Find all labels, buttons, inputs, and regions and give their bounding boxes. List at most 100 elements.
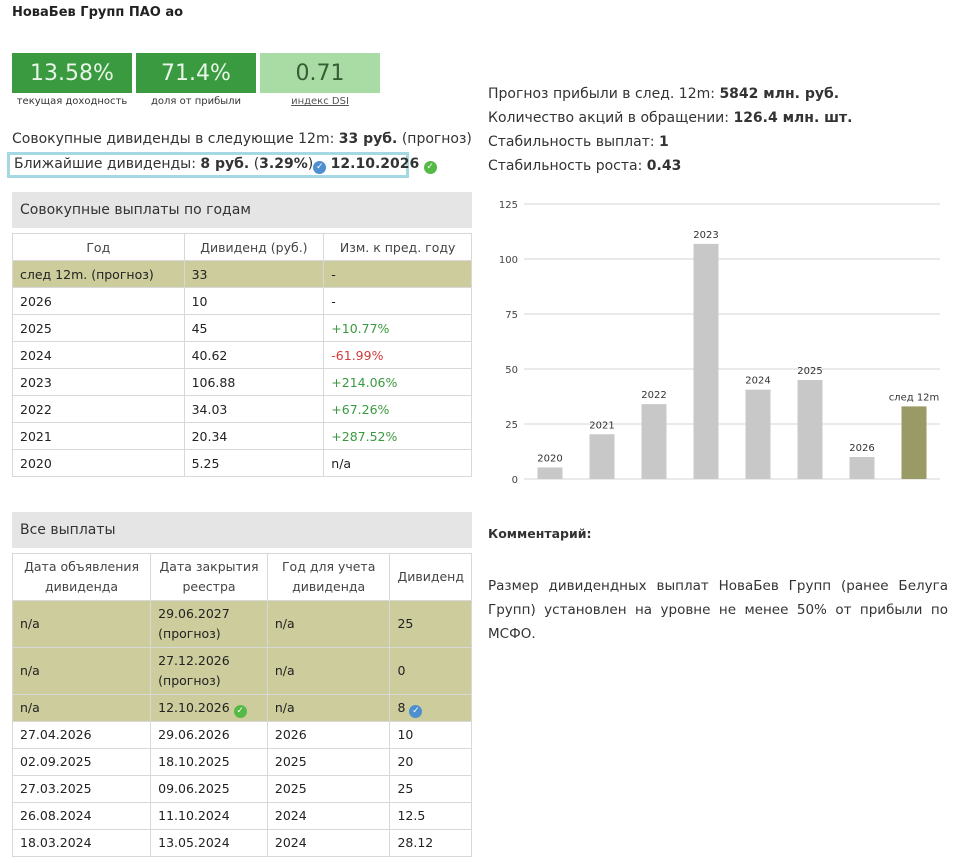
table-cell: -61.99% [323, 341, 472, 369]
table-cell: 33 [183, 260, 325, 288]
total-dividends-suffix: (прогноз) [397, 131, 472, 147]
table-row: 2024 40.62 -61.99% [12, 341, 472, 369]
payments-section-header: Все выплаты [12, 512, 472, 548]
stability-line: Стабильность выплат: 1 [488, 134, 669, 150]
bar-category-label: след 12m [889, 392, 940, 403]
table-cell: n/a [266, 600, 391, 648]
table-cell: 10 [183, 287, 325, 315]
cell-text: n/a [274, 616, 295, 631]
info-check-icon: ✓ [409, 705, 423, 718]
table-cell: 20 [389, 748, 472, 776]
info-check-icon: ✓ [313, 161, 327, 174]
cell-text: 20 [397, 754, 414, 769]
metric-dsi-value: 0.71 [260, 53, 380, 93]
metric-payout-value: 71.4% [136, 53, 256, 93]
confirmed-check-icon: ✓ [233, 705, 247, 718]
chart-bar [589, 434, 615, 479]
cell-text: 25 [397, 781, 414, 796]
cell-text: 18.10.2025 [158, 754, 230, 769]
nearest-dividends-date: 12.10.2026 [330, 156, 420, 172]
table-cell: 8 ✓ [389, 694, 472, 722]
table-row: 2020 5.25 n/a [12, 449, 472, 477]
cell-text: 27.03.2025 [20, 781, 92, 796]
table-cell: 2020 [12, 449, 185, 477]
table-cell: n/a [11, 647, 152, 695]
y-tick-label: 0 [512, 475, 518, 486]
cell-text: n/a [20, 616, 40, 631]
table-cell: 5.25 [183, 449, 325, 477]
nearest-dividends-label: Ближайшие дивиденды: [14, 156, 201, 172]
table-cell: 45 [183, 314, 325, 342]
table-cell: 09.06.2025 [150, 775, 268, 803]
table-cell: 11.10.2024 [150, 802, 268, 830]
metric-yield-value: 13.58% [12, 53, 132, 93]
shares-line: Количество акций в обращении: 126.4 млн.… [488, 110, 852, 126]
chart-bar [693, 243, 719, 479]
table-cell: 26.08.2024 [11, 802, 152, 830]
cell-text: 0 [397, 663, 406, 678]
page-title: НоваБев Групп ПАО ао [12, 5, 184, 20]
metric-yield: 13.58% текущая доходность [12, 53, 132, 107]
table-row: 02.09.2025 18.10.2025 2025 20 [11, 748, 472, 776]
table-cell: 27.12.2026 (прогноз) [150, 647, 268, 695]
stability-label: Стабильность выплат: [488, 134, 660, 150]
chart-bar [745, 389, 771, 479]
table-row: 2025 45 +10.77% [12, 314, 472, 342]
chart-bar [901, 406, 927, 479]
chart-bar [641, 404, 667, 479]
cell-text: 2025 [274, 781, 307, 796]
table-row: n/a 12.10.2026 ✓ n/a 8 ✓ [11, 694, 472, 722]
table-cell: 2025 [266, 775, 391, 803]
table-cell: 28.12 [389, 829, 472, 857]
table-cell: 25 [389, 775, 472, 803]
dividends-bar-chart: 0 25 50 75 100 125 2020 2021 2022 2023 2024 2025 202… [499, 200, 940, 486]
table-cell: - [323, 287, 472, 315]
cell-text: n/a [274, 700, 295, 715]
shares-label: Количество акций в обращении: [488, 110, 734, 126]
years-col-header: Изм. к пред. году [323, 233, 472, 261]
dsi-index-link[interactable]: индекс DSI [291, 96, 349, 107]
table-cell: +287.52% [323, 422, 472, 450]
bar-category-label: 2026 [849, 443, 874, 454]
table-cell: +10.77% [323, 314, 472, 342]
table-cell: 2025 [266, 748, 391, 776]
table-row: n/a 29.06.2027 (прогноз) n/a 25 [11, 600, 472, 648]
chart-bar [537, 467, 563, 479]
cell-text: n/a [20, 663, 40, 678]
forecast-label: Прогноз прибыли в след. 12m: [488, 86, 720, 102]
chart-bar [849, 457, 875, 479]
cell-text: 11.10.2024 [158, 808, 230, 823]
table-cell: 27.04.2026 [11, 721, 152, 749]
total-dividends-label: Совокупные дивиденды в следующие 12m: [12, 131, 339, 147]
cell-text: 2024 [274, 835, 307, 850]
table-cell: 2026 [266, 721, 391, 749]
years-col-header: Год [12, 233, 185, 261]
cell-text: 2026 [274, 727, 307, 742]
table-cell: 106.88 [183, 368, 325, 396]
cell-text: 26.08.2024 [20, 808, 92, 823]
table-cell: n/a [266, 694, 391, 722]
table-cell: 27.03.2025 [11, 775, 152, 803]
growth-line: Стабильность роста: 0.43 [488, 158, 681, 174]
y-tick-label: 125 [499, 200, 518, 211]
table-cell: 2024 [266, 829, 391, 857]
table-cell: 2021 [12, 422, 185, 450]
cell-text: 27.04.2026 [20, 727, 92, 742]
cell-text: 28.12 [397, 835, 434, 850]
table-cell: 2026 [12, 287, 185, 315]
shares-value: 126.4 млн. шт. [733, 110, 853, 126]
cell-text: n/a [274, 663, 295, 678]
total-dividends-value: 33 руб. [338, 131, 398, 147]
table-cell: 10 [389, 721, 472, 749]
comment-text: Размер дивидендных выплат НоваБев Групп … [488, 578, 948, 642]
table-cell: 18.10.2025 [150, 748, 268, 776]
table-cell: 18.03.2024 [11, 829, 152, 857]
table-row: 27.03.2025 09.06.2025 2025 25 [11, 775, 472, 803]
table-cell: n/a [11, 694, 152, 722]
table-row: 2021 20.34 +287.52% [12, 422, 472, 450]
table-cell: 29.06.2027 (прогноз) [150, 600, 268, 648]
metric-payout-label: доля от прибыли [150, 96, 242, 107]
payments-col-header: Дата объявления дивиденда [11, 553, 152, 601]
cell-text: 29.06.2027 (прогноз) [158, 606, 230, 641]
table-row: 2026 10- [12, 287, 472, 315]
